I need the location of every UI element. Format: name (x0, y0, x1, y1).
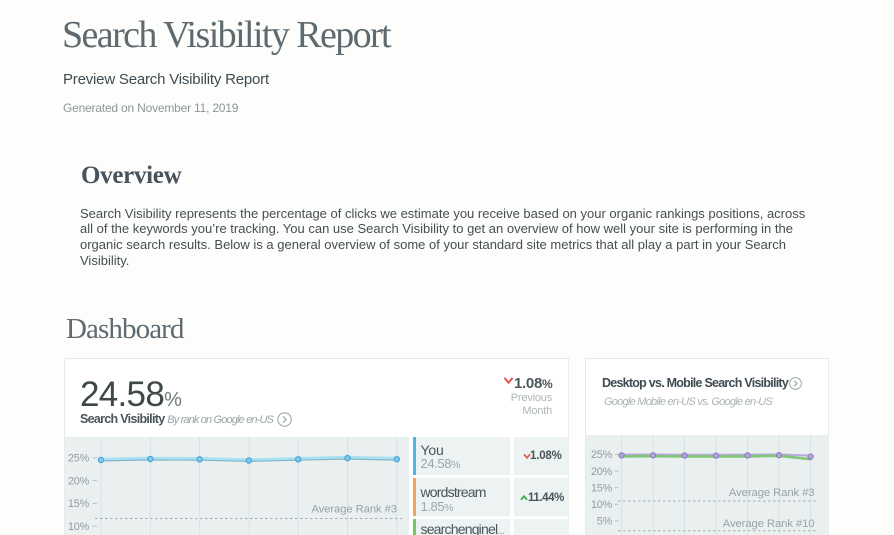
svg-text:5%: 5% (597, 516, 613, 528)
svg-text:25%: 25% (591, 449, 613, 461)
svg-text:20%: 20% (591, 466, 613, 478)
svg-text:25%: 25% (68, 452, 90, 464)
svg-text:15%: 15% (591, 482, 613, 494)
svg-text:15%: 15% (68, 498, 90, 510)
svg-text:10%: 10% (68, 521, 90, 533)
svg-text:Average Rank #10: Average Rank #10 (723, 518, 815, 530)
svg-text:Average Rank #3: Average Rank #3 (311, 504, 397, 516)
svg-text:20%: 20% (68, 475, 90, 487)
svg-text:Average Rank #3: Average Rank #3 (729, 487, 815, 499)
svg-text:10%: 10% (591, 499, 613, 511)
